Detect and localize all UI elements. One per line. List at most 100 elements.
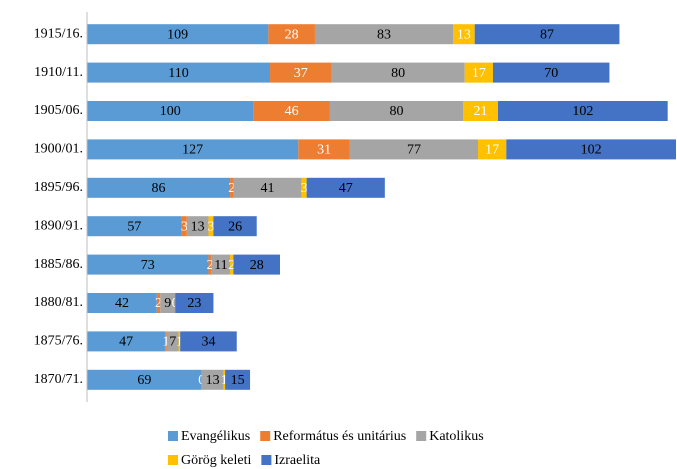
data-label: 17: [485, 143, 499, 158]
legend-swatch: [261, 455, 272, 465]
y-tick-label: 1915/16.: [34, 26, 83, 41]
y-tick-label: 1880/81.: [34, 295, 83, 310]
bar-segment: [298, 139, 350, 160]
data-label: 69: [137, 373, 151, 388]
bar-segment: [314, 24, 454, 45]
data-label: 70: [544, 66, 558, 81]
y-tick-label: 1910/11.: [34, 65, 83, 80]
y-tick-label: 1870/71.: [34, 372, 83, 387]
data-label: 13: [191, 219, 205, 234]
data-label: 13: [457, 27, 471, 42]
bar-segment: [166, 331, 179, 352]
data-label: 28: [250, 258, 264, 273]
data-label: 23: [187, 296, 201, 311]
data-label: 31: [317, 143, 331, 158]
bar-segment: [329, 101, 464, 121]
bar-segment: [87, 216, 182, 237]
data-label: 102: [581, 143, 602, 158]
data-label: 46: [285, 104, 299, 119]
y-tick-label: 1900/01.: [34, 142, 83, 157]
bar-segment: [223, 369, 226, 390]
y-tick-label: 1895/96.: [34, 180, 83, 195]
data-label: 83: [377, 27, 391, 42]
legend-swatch: [260, 431, 271, 441]
bar-segment: [178, 331, 181, 352]
bar-segment: [478, 139, 507, 160]
data-label: 1: [176, 335, 183, 350]
bar-segment: [474, 24, 620, 45]
legend-label: Református és unitárius: [273, 429, 406, 444]
data-label: 11: [214, 258, 227, 273]
bar-segment: [208, 254, 212, 275]
bar-segment: [453, 24, 475, 45]
bar-segment: [253, 101, 330, 121]
data-label: 80: [389, 104, 403, 119]
data-label: 28: [285, 27, 299, 42]
data-label: 42: [115, 296, 129, 311]
bar-segment: [211, 254, 231, 275]
bar-segment: [175, 293, 214, 313]
bar-segment: [156, 293, 161, 313]
legend-label: Katolikus: [429, 429, 483, 444]
data-label: 77: [407, 143, 421, 158]
data-label: 41: [261, 181, 275, 196]
bar-segment: [506, 139, 676, 160]
data-label: 37: [294, 66, 308, 81]
bar-segment: [331, 62, 465, 83]
data-label: 109: [167, 27, 188, 42]
data-label: 127: [182, 143, 203, 158]
bar-segment: [230, 177, 234, 198]
bar-segment: [233, 254, 281, 275]
data-label: 9: [164, 296, 171, 311]
legend-swatch: [168, 431, 178, 441]
y-tick-label: 1875/76.: [34, 334, 83, 349]
bar-segment: [87, 101, 254, 121]
data-label: 3: [301, 181, 308, 196]
y-tick-label: 1885/86.: [34, 257, 83, 272]
legend-label: Izraelita: [274, 453, 321, 468]
bar-segment: [213, 216, 257, 237]
data-label: 86: [152, 181, 166, 196]
data-label: 13: [206, 373, 220, 388]
data-label: 47: [339, 181, 353, 196]
bar-segment: [492, 62, 610, 83]
legend-swatch: [168, 455, 178, 465]
data-label: 26: [228, 219, 242, 234]
bar-segment: [87, 139, 299, 160]
bar-segment: [225, 369, 251, 390]
bar-segment: [87, 177, 231, 198]
bar-segment: [306, 177, 385, 198]
bar-segment: [180, 331, 237, 352]
bar-segment: [230, 254, 234, 275]
bar-segment: [87, 62, 271, 83]
y-tick-label: 1890/91.: [34, 218, 83, 233]
data-label: 1: [163, 335, 170, 350]
bar-segment: [208, 216, 214, 237]
bar-segment: [270, 62, 332, 83]
data-label: 73: [141, 258, 155, 273]
data-label: 7: [169, 335, 176, 350]
data-label: 34: [201, 335, 215, 350]
bar-segment: [87, 293, 157, 313]
bar-segment: [87, 24, 269, 45]
data-label: 3: [207, 219, 214, 234]
data-label: 87: [540, 27, 554, 42]
bar-segment: [87, 331, 166, 352]
bar-segment: [160, 293, 176, 313]
bar-segment: [233, 177, 302, 198]
bar-segment: [301, 177, 307, 198]
bar-segment: [87, 254, 209, 275]
bar-segment: [165, 331, 167, 352]
bar-segment: [349, 139, 479, 160]
data-label: 2: [228, 258, 235, 273]
bar-segment: [497, 101, 668, 121]
data-label: 2: [155, 296, 162, 311]
legend-label: Evangélikus: [181, 429, 250, 444]
bar-segment: [463, 101, 498, 121]
bar-segment: [181, 216, 187, 237]
data-label: 102: [572, 104, 593, 119]
data-label: 57: [127, 219, 141, 234]
data-label: 17: [472, 66, 486, 81]
data-label: 3: [181, 219, 188, 234]
